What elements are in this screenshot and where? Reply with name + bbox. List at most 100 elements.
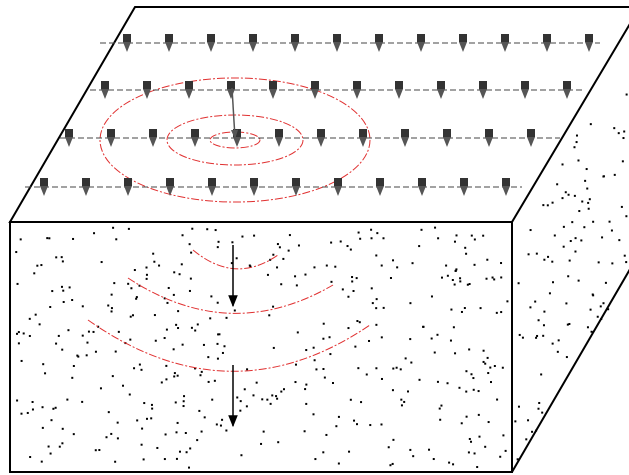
dot [551, 201, 554, 204]
dot [585, 168, 588, 171]
dot [105, 436, 108, 439]
dot [542, 204, 545, 207]
dot [599, 305, 602, 308]
dot [294, 363, 297, 366]
dot [339, 240, 342, 243]
dot [52, 407, 55, 410]
dot [189, 447, 192, 450]
dot [163, 458, 166, 461]
geophone [40, 178, 48, 186]
geophone [353, 81, 361, 89]
dot [49, 305, 52, 308]
dot [370, 228, 373, 231]
geophone-spike [107, 137, 115, 147]
dot [42, 363, 45, 366]
dot [573, 146, 576, 149]
source-arrow [230, 87, 239, 139]
dot [72, 237, 75, 240]
dot [131, 314, 134, 317]
dot [214, 229, 217, 232]
dot [322, 451, 325, 454]
dot [482, 234, 485, 237]
dot [375, 307, 378, 310]
dot [110, 310, 113, 313]
geophone-spike [233, 137, 241, 147]
geophone-spike [191, 137, 199, 147]
geophone [250, 178, 258, 186]
dot [129, 315, 132, 318]
wavefront [192, 249, 279, 270]
dot [107, 304, 110, 307]
dot [209, 317, 212, 320]
dot [136, 419, 139, 422]
dot [529, 229, 532, 232]
dot [219, 424, 222, 427]
dot [16, 332, 19, 335]
dot [575, 134, 578, 137]
dot [188, 243, 191, 246]
dot [391, 462, 394, 465]
dot [620, 205, 623, 208]
geophone-spike [269, 89, 277, 99]
dot [477, 390, 480, 393]
dot [57, 334, 60, 337]
geophone [166, 178, 174, 186]
dot [501, 366, 504, 369]
geophone-spike [250, 186, 258, 196]
dot [459, 280, 462, 283]
dot [145, 417, 148, 420]
dot [607, 308, 610, 311]
dot [583, 226, 586, 229]
dot [587, 207, 590, 210]
dot [175, 457, 178, 460]
dot [145, 266, 148, 269]
dot [348, 450, 351, 453]
dot [409, 338, 412, 341]
dot [467, 451, 470, 454]
dot [487, 421, 490, 424]
geophone-spike [585, 42, 593, 52]
dot [127, 282, 130, 285]
dot [486, 356, 489, 359]
dot [133, 269, 136, 272]
dot [71, 376, 74, 379]
geophone [543, 34, 551, 42]
dot [446, 382, 449, 385]
dot [529, 306, 532, 309]
geophone-spike [460, 186, 468, 196]
dot [225, 429, 228, 432]
geophone-spike [40, 186, 48, 196]
dot [207, 356, 210, 359]
geophone-spike [543, 42, 551, 52]
dot [577, 159, 580, 162]
dot [473, 452, 476, 455]
dot [330, 241, 333, 244]
dot [22, 332, 25, 335]
geophone-spike [317, 137, 325, 147]
dot [541, 411, 544, 414]
dot [534, 300, 537, 303]
dot [517, 405, 520, 408]
dot [296, 331, 299, 334]
dot [51, 290, 54, 293]
geophone-spike [401, 137, 409, 147]
dot [248, 264, 251, 267]
dot [62, 300, 65, 303]
geophone [185, 81, 193, 89]
dot [518, 333, 521, 336]
geophone [143, 81, 151, 89]
geophone-spike [502, 186, 510, 196]
geophone-spike [124, 186, 132, 196]
dot [347, 327, 350, 330]
dot [325, 264, 328, 267]
dot [85, 354, 88, 357]
geophone-spike [395, 89, 403, 99]
dot [230, 262, 233, 265]
dot [305, 383, 308, 386]
dot [617, 132, 620, 135]
dot [41, 406, 44, 409]
dot [484, 362, 487, 365]
dot [177, 310, 180, 313]
dot [465, 252, 468, 255]
